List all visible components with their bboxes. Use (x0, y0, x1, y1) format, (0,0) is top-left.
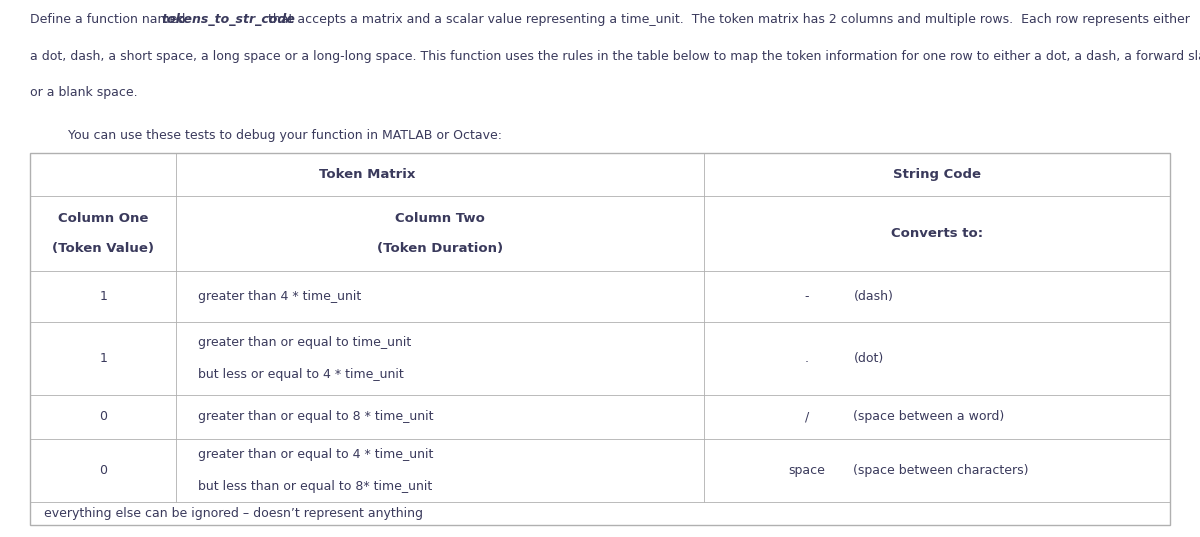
Text: greater than or equal to time_unit: greater than or equal to time_unit (198, 336, 412, 349)
Text: Converts to:: Converts to: (892, 227, 983, 240)
Text: greater than 4 * time_unit: greater than 4 * time_unit (198, 290, 361, 303)
Text: a dot, dash, a short space, a long space or a long-long space. This function use: a dot, dash, a short space, a long space… (30, 50, 1200, 63)
Text: -: - (804, 290, 809, 303)
Text: .: . (805, 352, 809, 365)
Text: Token Matrix: Token Matrix (319, 168, 415, 181)
Text: Define a function named: Define a function named (30, 13, 190, 26)
Text: String Code: String Code (893, 168, 982, 181)
Text: tokens_to_str_code: tokens_to_str_code (161, 13, 295, 26)
Text: (dot): (dot) (853, 352, 883, 365)
Text: but less than or equal to 8* time_unit: but less than or equal to 8* time_unit (198, 480, 432, 493)
Text: 1: 1 (100, 290, 107, 303)
Text: space: space (788, 464, 826, 477)
Text: greater than or equal to 4 * time_unit: greater than or equal to 4 * time_unit (198, 448, 433, 461)
Text: (Token Value): (Token Value) (52, 242, 154, 255)
Text: but less or equal to 4 * time_unit: but less or equal to 4 * time_unit (198, 368, 403, 381)
Text: You can use these tests to debug your function in MATLAB or Octave:: You can use these tests to debug your fu… (68, 129, 503, 142)
Text: (space between characters): (space between characters) (853, 464, 1028, 477)
Text: 0: 0 (100, 464, 107, 477)
Text: 0: 0 (100, 410, 107, 423)
Text: (Token Duration): (Token Duration) (377, 242, 504, 255)
Text: Column One: Column One (58, 212, 149, 225)
Text: greater than or equal to 8 * time_unit: greater than or equal to 8 * time_unit (198, 410, 433, 423)
Bar (30, 153, 1170, 525)
Text: /: / (805, 410, 809, 423)
Text: 1: 1 (100, 352, 107, 365)
Text: or a blank space.: or a blank space. (30, 86, 138, 99)
Text: (dash): (dash) (853, 290, 893, 303)
Text: (space between a word): (space between a word) (853, 410, 1004, 423)
Text: everything else can be ignored – doesn’t represent anything: everything else can be ignored – doesn’t… (44, 507, 424, 520)
Text: Column Two: Column Two (396, 212, 485, 225)
Text: that accepts a matrix and a scalar value representing a time_unit.  The token ma: that accepts a matrix and a scalar value… (264, 13, 1190, 26)
